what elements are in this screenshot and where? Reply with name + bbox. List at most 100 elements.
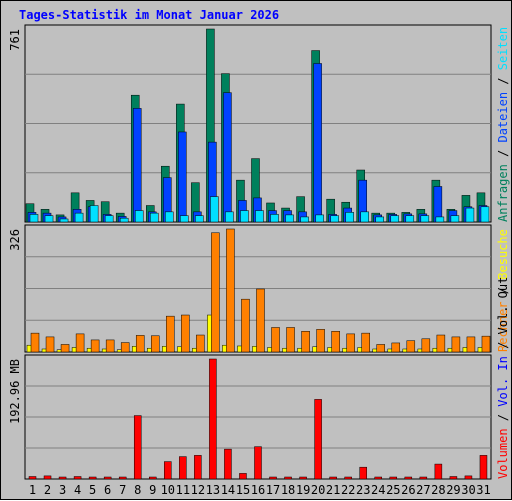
bar-seiten-day-1 (29, 214, 39, 223)
side-legend-part: Vol. Out (496, 277, 510, 335)
x-tick-label-day: 14 (221, 483, 235, 497)
bar-seiten-day-28 (435, 216, 445, 223)
bar-seiten-day-15 (240, 210, 249, 223)
x-tick-label-day: 9 (149, 483, 156, 497)
bar-volumen-day-23 (359, 466, 367, 480)
bar-volumen-day-10 (164, 461, 172, 480)
x-tick-label-day: 8 (134, 483, 141, 497)
bar-rechner-day-19 (301, 330, 310, 353)
bar-seiten-day-30 (465, 207, 475, 223)
bar-dateien-day-8 (132, 108, 142, 223)
bar-volumen-day-13 (209, 358, 217, 480)
x-tick-label-day: 5 (89, 483, 96, 497)
bar-seiten-day-21 (330, 215, 339, 223)
bar-rechner-day-23 (361, 332, 370, 353)
bar-volumen-day-8 (133, 415, 142, 480)
side-legend-part: / (496, 70, 510, 92)
bar-seiten-day-31 (480, 206, 490, 223)
side-legend-part: Vol. In (496, 356, 510, 407)
bar-volumen-day-4 (73, 476, 82, 480)
bar-rechner-day-29 (451, 336, 461, 353)
bar-rechner-day-4 (75, 333, 85, 353)
bar-volumen-day-31 (479, 455, 488, 480)
bar-volumen-day-16 (254, 446, 262, 480)
bar-seiten-day-18 (285, 214, 294, 223)
bar-volumen-day-27 (419, 476, 428, 480)
bar-seiten-day-27 (420, 215, 430, 223)
bar-volumen-day-9 (149, 476, 157, 480)
bar-volumen-day-25 (389, 476, 398, 480)
x-tick-label-day: 25 (386, 483, 400, 497)
bar-seiten-day-5 (89, 205, 99, 223)
bar-volumen-day-11 (179, 456, 187, 480)
bar-seiten-day-26 (405, 215, 415, 223)
bar-seiten-day-2 (44, 215, 54, 223)
bar-seiten-day-9 (150, 212, 159, 223)
bar-rechner-day-12 (196, 334, 205, 353)
x-tick-label-day: 2 (44, 483, 51, 497)
bar-rechner-day-14 (226, 228, 235, 353)
x-tick-label-day: 10 (161, 483, 175, 497)
y-max-label-volume: 192.96 MB (8, 359, 22, 424)
bar-rechner-day-7 (120, 342, 130, 353)
x-tick-label-day: 7 (119, 483, 126, 497)
x-tick-label-day: 3 (59, 483, 66, 497)
side-legend-volume: Volumen / Vol. In / Vol. Out (496, 277, 510, 479)
bar-rechner-day-8 (135, 335, 145, 353)
bar-seiten-day-16 (255, 210, 264, 223)
bar-volumen-day-6 (103, 476, 112, 480)
x-tick-label-day: 31 (476, 483, 490, 497)
bar-dateien-day-28 (433, 186, 443, 223)
bar-rechner-day-17 (271, 327, 280, 353)
bar-seiten-day-12 (195, 215, 204, 223)
bar-volumen-day-12 (194, 455, 202, 480)
bar-rechner-day-15 (241, 298, 250, 353)
side-legend-part: Seiten (496, 27, 510, 70)
bar-rechner-day-20 (316, 329, 325, 353)
bar-seiten-day-20 (315, 214, 324, 223)
y-max-label-hits: 761 (8, 29, 22, 51)
bar-volumen-day-2 (43, 475, 52, 480)
bar-seiten-day-8 (134, 210, 144, 223)
bar-volumen-day-21 (329, 476, 337, 480)
bar-rechner-day-6 (105, 339, 115, 353)
x-tick-label-day: 16 (251, 483, 265, 497)
x-tick-label-day: 13 (206, 483, 220, 497)
side-legend-visits: Rechner / Besuche (496, 229, 510, 352)
bar-rechner-day-18 (286, 327, 295, 353)
bar-rechner-day-31 (481, 335, 491, 353)
bar-volumen-day-7 (118, 476, 127, 480)
x-tick-label-day: 27 (416, 483, 430, 497)
bar-rechner-day-9 (151, 335, 160, 353)
bar-seiten-day-19 (300, 216, 309, 223)
side-legend-part: Dateien (496, 92, 510, 143)
x-tick-label-day: 29 (446, 483, 460, 497)
x-tick-label-day: 6 (104, 483, 111, 497)
bar-seiten-day-25 (390, 215, 400, 223)
bar-seiten-day-24 (375, 216, 384, 223)
bar-volumen-day-20 (314, 399, 322, 480)
bar-volumen-day-14 (224, 448, 232, 480)
bar-volumen-day-5 (88, 476, 97, 480)
x-tick-label-day: 23 (356, 483, 370, 497)
x-tick-label-day: 15 (236, 483, 250, 497)
bar-volumen-day-19 (299, 476, 307, 480)
side-legend-part: / (496, 143, 510, 165)
chart-title: Tages-Statistik im Monat Januar 2026 (19, 8, 279, 22)
x-tick-label-day: 28 (431, 483, 445, 497)
x-tick-label-day: 30 (461, 483, 475, 497)
side-legend-part: / (496, 407, 510, 429)
bar-rechner-day-16 (256, 288, 265, 353)
bar-volumen-day-26 (404, 476, 413, 480)
bar-rechner-day-13 (211, 232, 220, 353)
bar-seiten-day-22 (345, 212, 354, 223)
x-tick-label-day: 21 (326, 483, 340, 497)
bar-dateien-day-14 (223, 92, 232, 223)
bar-rechner-day-11 (181, 314, 190, 353)
bar-seiten-day-29 (450, 215, 460, 223)
bar-rechner-day-22 (346, 333, 355, 353)
side-legend-part: / (496, 280, 510, 302)
bar-rechner-day-25 (391, 342, 401, 353)
side-legend-part: / (496, 334, 510, 356)
bar-rechner-day-27 (421, 338, 431, 353)
